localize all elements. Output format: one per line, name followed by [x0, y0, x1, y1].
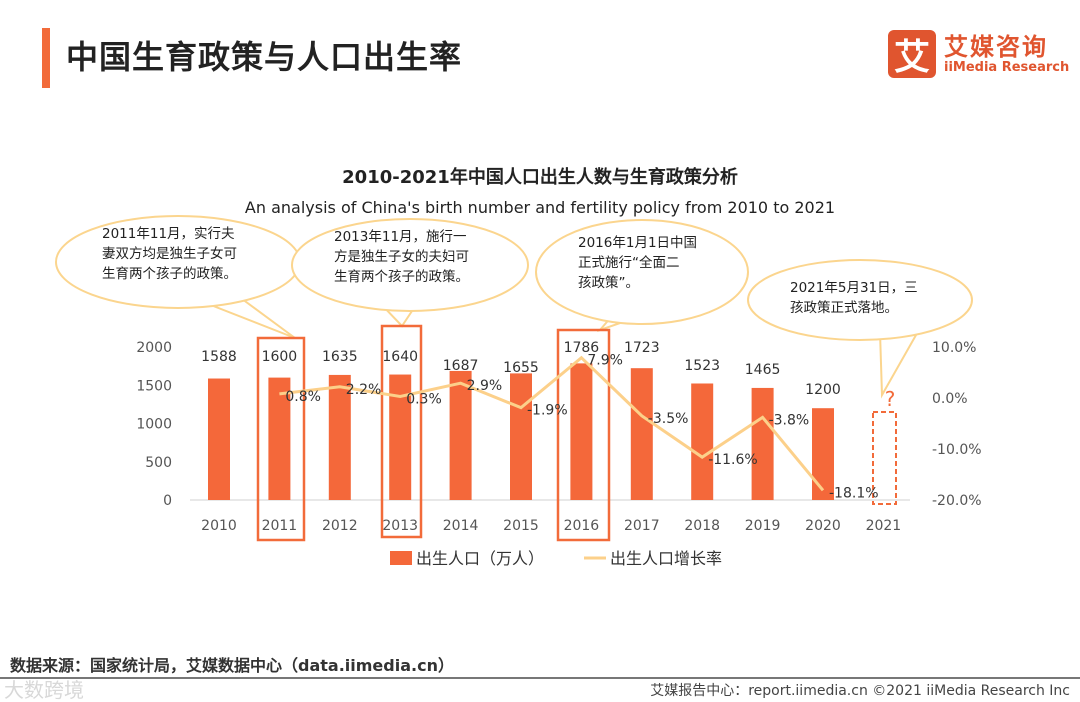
logo-mark: 艾 [888, 30, 936, 78]
line-value-label: 0.3% [406, 391, 442, 407]
x-tick-label: 2011 [262, 518, 298, 534]
bar-2014 [449, 370, 472, 500]
data-source: 数据来源：国家统计局，艾媒数据中心（data.iimedia.cn） [10, 656, 454, 675]
logo-cn: 艾媒咨询 [944, 32, 1048, 61]
bar-2016 [570, 363, 593, 500]
right-tick-label: 10.0% [932, 340, 976, 356]
highlight-box-2011 [256, 336, 306, 542]
callout-text: 孩政策正式落地。 [790, 299, 898, 316]
bar-value-label: 1600 [262, 349, 298, 365]
bar-value-label: 1687 [443, 358, 479, 374]
bar-value-label: 1465 [745, 362, 781, 378]
callout-text: 2016年1月1日中国 [578, 235, 697, 251]
highlight-box-2016 [556, 328, 611, 542]
question-mark: ? [885, 387, 896, 411]
legend-label-line: 出生人口增长率 [610, 549, 722, 568]
title-accent-bar [42, 28, 50, 88]
line-value-label: 2.2% [346, 382, 382, 398]
callout-text: 2021年5月31日，三 [790, 280, 918, 296]
bar-2019 [751, 387, 774, 500]
x-tick-label: 2015 [503, 518, 539, 534]
line-value-label: -1.9% [527, 403, 568, 419]
callout-bubble-2013 [291, 218, 529, 312]
logo-en: iiMedia Research [944, 59, 1070, 75]
left-tick-label: 1000 [136, 417, 172, 433]
line-value-label: -18.1% [829, 485, 879, 501]
bar-value-label: 1640 [382, 349, 418, 365]
callout-text: 妻双方均是独生子女可 [102, 245, 237, 262]
bar-value-label: 1723 [624, 340, 660, 356]
left-tick-label: 2000 [136, 340, 172, 356]
left-tick-label: 1500 [136, 378, 172, 394]
x-tick-label: 2013 [382, 518, 418, 534]
line-value-label: 2.9% [467, 378, 503, 394]
callout-text: 生育两个孩子的政策。 [102, 265, 237, 282]
line-value-label: -11.6% [708, 452, 758, 468]
legend-label-bar: 出生人口（万人） [416, 549, 544, 568]
right-tick-label: 0.0% [932, 391, 968, 407]
bar-2018 [691, 383, 714, 500]
x-tick-label: 2016 [564, 518, 600, 534]
callout-text: 2011年11月，实行夫 [102, 226, 235, 242]
bar-2015 [510, 373, 532, 500]
callout-text: 生育两个孩子的政策。 [334, 268, 469, 285]
x-tick-label: 2012 [322, 518, 358, 534]
line-value-label: -3.5% [648, 411, 689, 427]
callout-bubble-2021 [747, 259, 973, 341]
x-tick-label: 2014 [443, 518, 479, 534]
line-value-label: -3.8% [769, 412, 810, 428]
chart-subtitle: An analysis of China's birth number and … [245, 198, 835, 217]
bar-value-label: 1786 [564, 340, 600, 356]
page-title: 中国生育政策与人口出生率 [66, 38, 463, 76]
chart-title: 2010-2021年中国人口出生人数与生育政策分析 [342, 166, 738, 188]
footer-text: 艾媒报告中心：report.iimedia.cn ©2021 iiMedia R… [650, 683, 1070, 699]
x-tick-label: 2018 [684, 518, 720, 534]
iimedia-logo: 艾 艾媒咨询 iiMedia Research [888, 30, 1069, 78]
x-tick-label: 2019 [745, 518, 781, 534]
callout-text: 正式施行“全面二 [578, 254, 680, 271]
callout-bubble-2016 [535, 219, 749, 325]
highlight-box-2013 [380, 324, 423, 539]
bar-value-label: 1635 [322, 349, 358, 365]
bar-2011 [268, 377, 291, 500]
legend-swatch-bar [390, 551, 412, 565]
pending-box-2021 [872, 411, 897, 505]
bar-2012 [328, 374, 351, 500]
growth-rate-line [279, 355, 825, 492]
left-tick-label: 500 [145, 455, 172, 471]
bar-value-label: 1200 [805, 382, 841, 398]
bar-2010 [208, 378, 230, 500]
x-tick-label: 2021 [866, 518, 902, 534]
x-tick-label: 2017 [624, 518, 660, 534]
footer-divider [0, 677, 1080, 679]
x-tick-label: 2020 [805, 518, 841, 534]
line-value-label: 7.9% [587, 353, 623, 369]
x-tick-label: 2010 [201, 518, 237, 534]
watermark: 大数跨境 [4, 678, 84, 702]
bar-value-label: 1523 [684, 358, 720, 374]
bar-2020 [812, 408, 834, 500]
callout-tail [879, 327, 921, 399]
line-value-label: 0.8% [285, 389, 321, 405]
callout-text: 2013年11月，施行一 [334, 229, 467, 245]
bar-2013 [389, 374, 412, 500]
bar-value-label: 1588 [201, 349, 237, 365]
left-tick-label: 0 [163, 493, 172, 509]
right-tick-label: -20.0% [932, 493, 982, 509]
bar-value-label: 1655 [503, 360, 539, 376]
bar-2017 [630, 368, 653, 500]
callout-text: 方是独生子女的夫妇可 [334, 248, 469, 265]
right-tick-label: -10.0% [932, 442, 982, 458]
callout-text: 孩政策”。 [578, 274, 639, 291]
